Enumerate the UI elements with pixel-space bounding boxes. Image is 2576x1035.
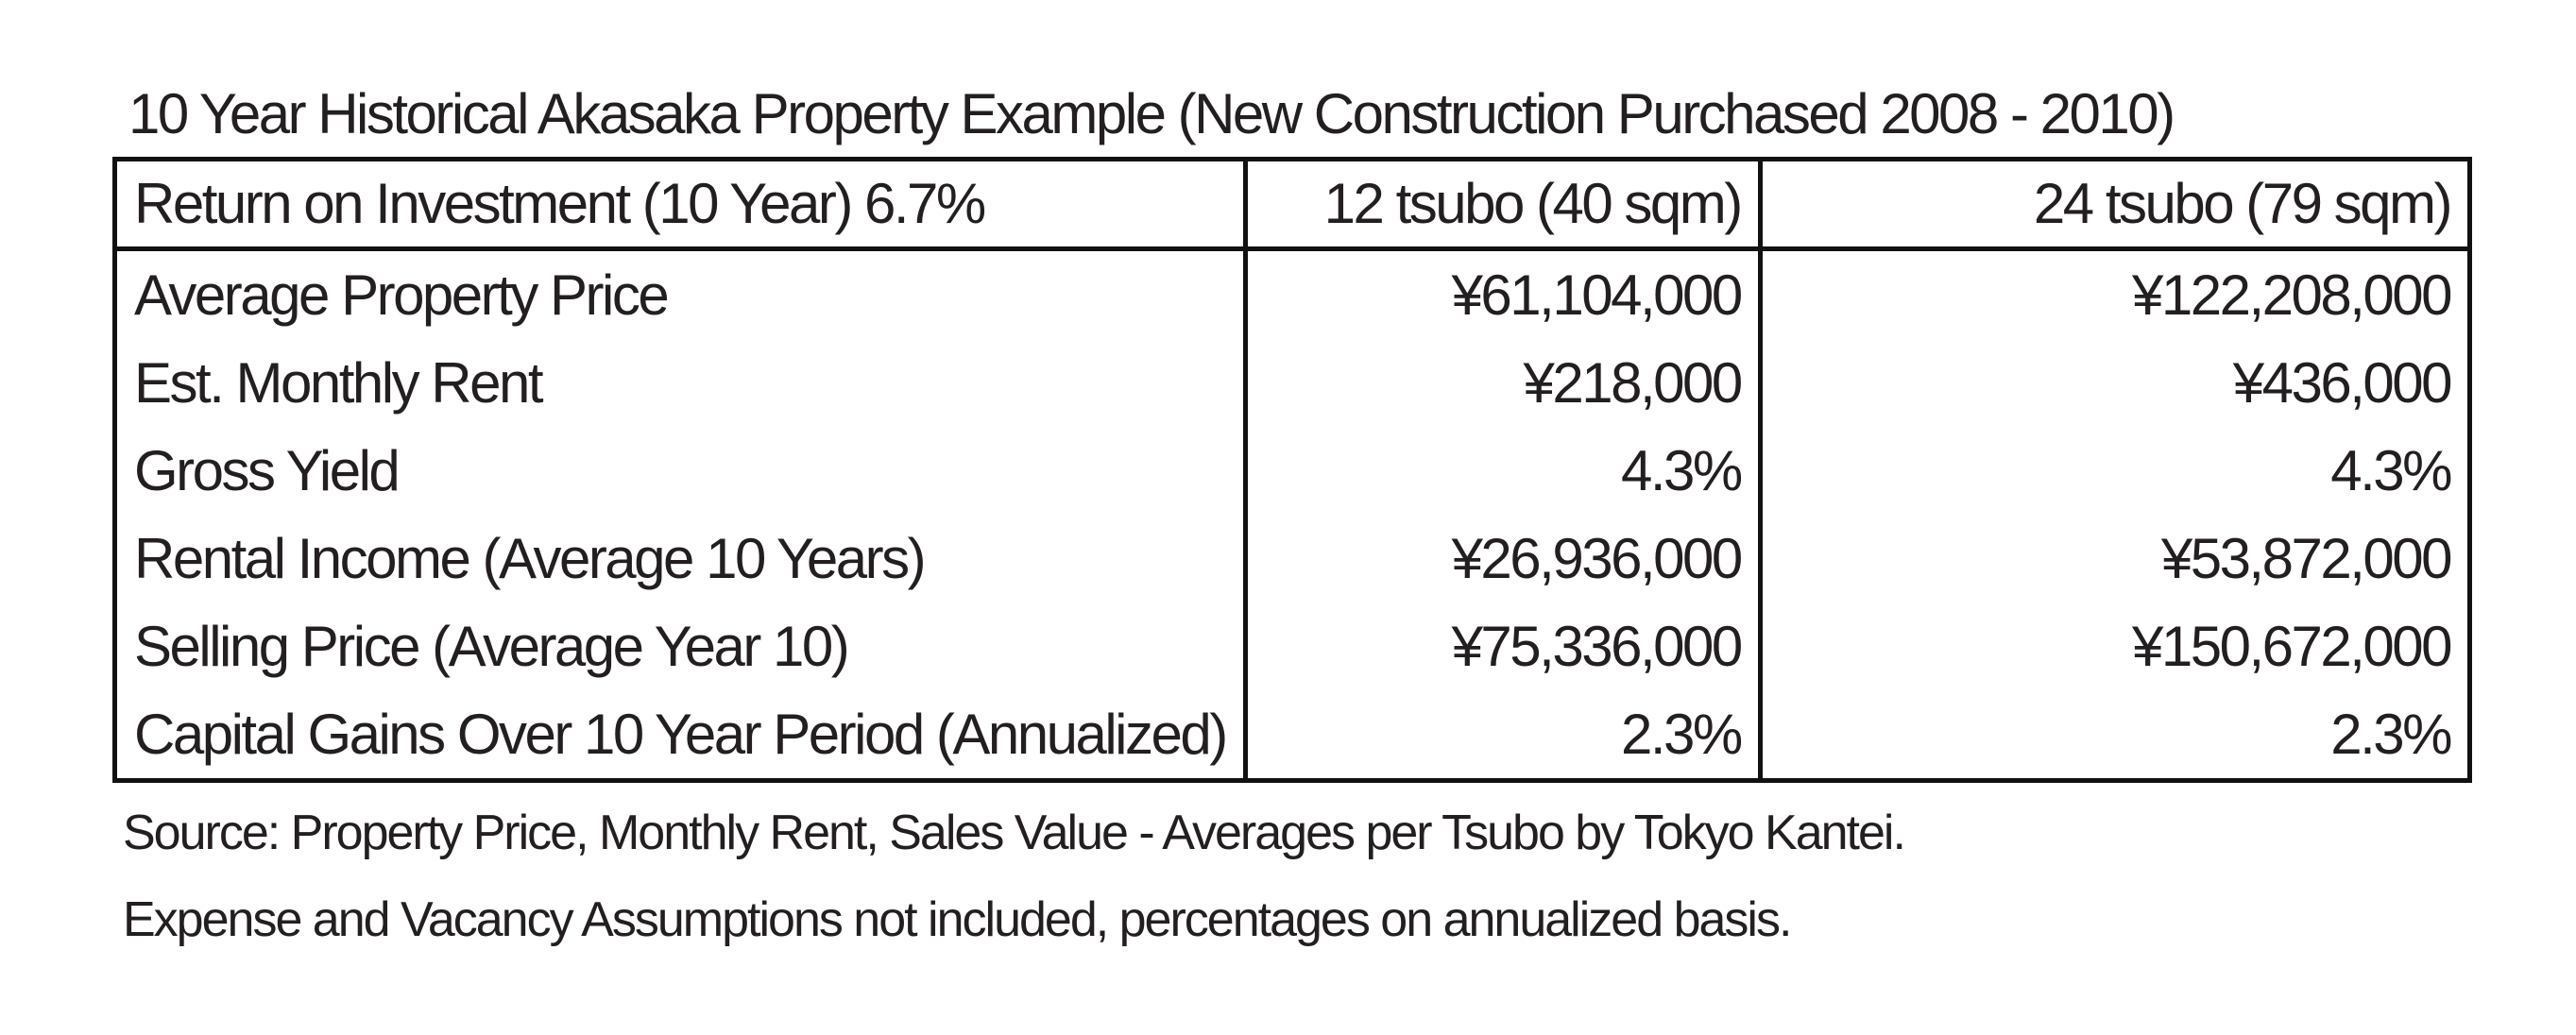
row-label: Selling Price (Average Year 10) [134,614,850,678]
table-row: Average Property Price ¥61,104,000 ¥122,20… [115,248,2470,339]
cell: ¥61,104,000 [1242,248,1761,339]
table-body: Return on Investment (10 Year) 6.7% 12 t… [114,159,2470,781]
table-row: Gross Yield 4.3% 4.3% [115,427,2470,515]
table-title: 10 Year Historical Akasaka Property Exam… [128,82,2175,145]
cell: ¥122,208,000 [1757,248,2470,339]
cell: ¥26,936,000 [1242,515,1761,602]
footnote: Source: Property Price, Monthly Rent, Sa… [123,806,1906,860]
footnote: Expense and Vacancy Assumptions not incl… [123,892,1792,947]
cell: ¥53,872,000 [1757,515,2470,602]
header-cell: 24 tsubo (79 sqm) [1757,159,2470,251]
row-label: Capital Gains Over 10 Year Period (Annua… [134,702,1228,766]
table-row: Rental Income (Average 10 Years) ¥26,936,… [115,515,2470,602]
cell: ¥436,000 [1757,339,2470,427]
header-cell: 12 tsubo (40 sqm) [1242,159,1761,251]
cell: ¥218,000 [1242,339,1761,427]
row-label: Average Property Price [134,263,670,327]
cell: 4.3% [1242,427,1761,515]
row-label: Rental Income (Average 10 Years) [134,526,927,590]
data-table: Return on Investment (10 Year) 6.7% 12 t… [112,157,2472,783]
cell: ¥75,336,000 [1242,602,1761,690]
header-cell: Return on Investment (10 Year) 6.7% [114,159,1246,251]
header-row: Return on Investment (10 Year) 6.7% 12 t… [114,159,2470,251]
table-row: Selling Price (Average Year 10) ¥75,336,0… [115,602,2470,690]
table-row: Est. Monthly Rent ¥218,000 ¥436,000 [115,339,2470,427]
cell: ¥150,672,000 [1757,602,2470,690]
row-label: Est. Monthly Rent [134,350,544,415]
row-label: Gross Yield [134,438,401,502]
cell: 4.3% [1757,427,2470,515]
cell: 2.3% [1757,690,2470,781]
cell: 2.3% [1242,690,1761,781]
table-row: Capital Gains Over 10 Year Period (Annua… [115,690,2470,781]
